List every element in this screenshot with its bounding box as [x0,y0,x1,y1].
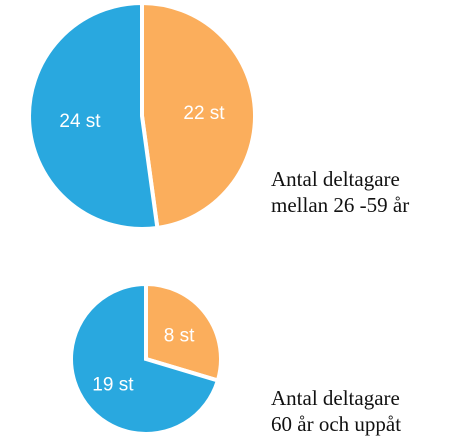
slice-label: 22 st [183,103,225,124]
pie-slice-orange [140,0,257,231]
pie-slice-blue [69,281,221,436]
caption-line: Antal deltagare [271,167,400,191]
pie-chart-26-59: 22 st 24 st [27,0,257,231]
slice-label: 19 st [92,375,134,396]
slice-label: 24 st [59,111,101,132]
pie-slice-orange [144,281,223,384]
caption-line: 60 år och uppåt [271,412,402,436]
pie-chart-60-plus: 8 st 19 st [69,281,223,436]
caption-line: mellan 26 -59 år [271,193,410,217]
caption-60-plus: Antal deltagare 60 år och uppåt [271,385,401,437]
pie-slice-blue [27,0,160,231]
caption-26-59: Antal deltagare mellan 26 -59 år [271,166,409,218]
slice-label: 8 st [164,325,195,346]
caption-line: Antal deltagare [271,386,400,410]
